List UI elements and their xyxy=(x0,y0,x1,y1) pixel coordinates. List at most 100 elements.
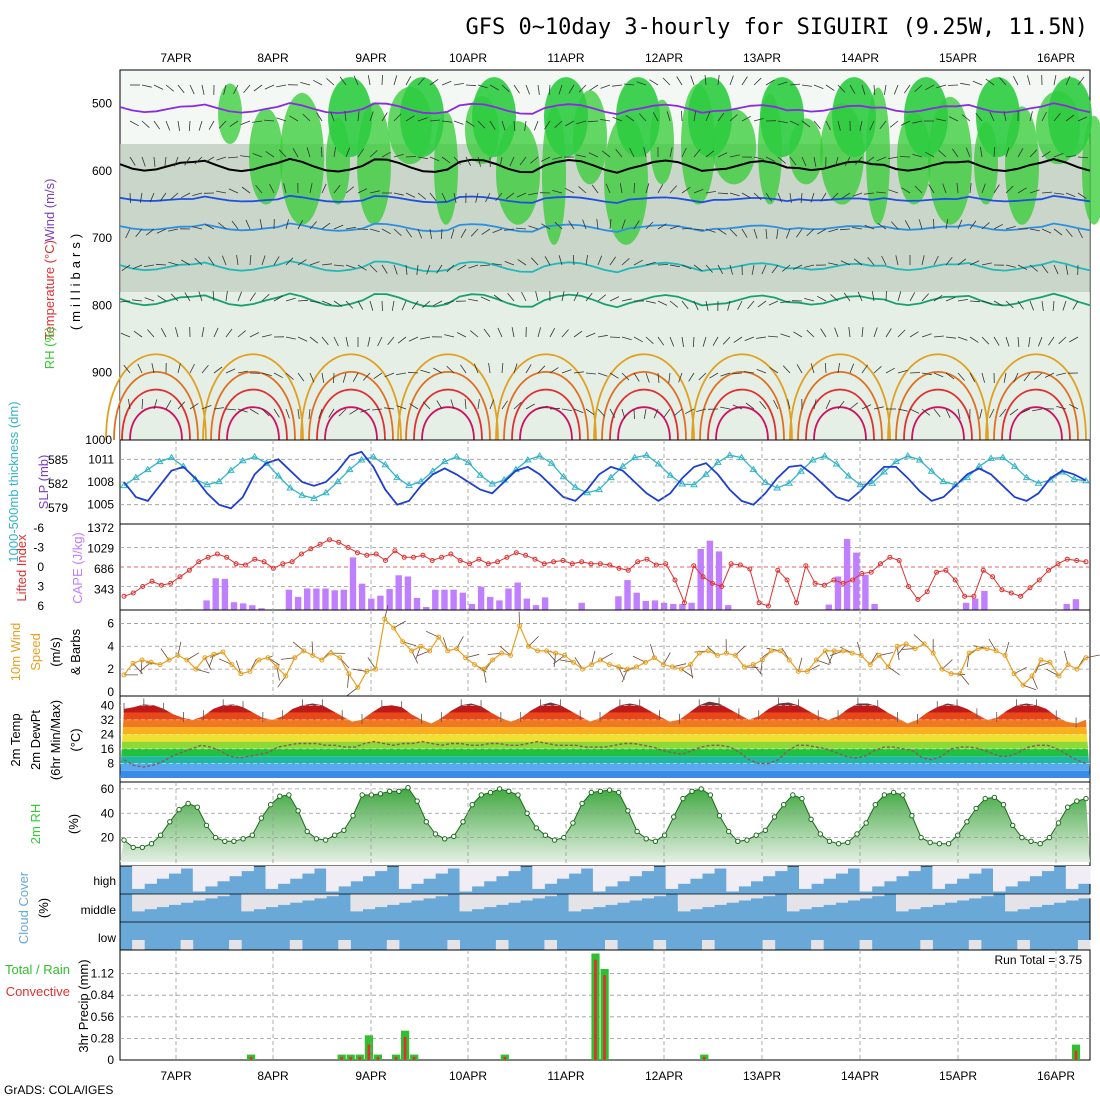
lifted-index-point xyxy=(747,566,753,572)
temp-band xyxy=(120,763,1090,771)
lifted-index-point xyxy=(214,551,220,557)
rh-point xyxy=(570,820,576,826)
wind-speed-point xyxy=(634,664,639,670)
cloud-mid-cell xyxy=(241,894,254,912)
wind-barb xyxy=(844,156,851,166)
wind-barb xyxy=(834,327,839,338)
wind-barb xyxy=(824,362,827,374)
cloud-mid-cell xyxy=(386,894,400,905)
rh-point xyxy=(982,795,988,802)
wind-barb xyxy=(1005,336,1010,347)
thickness-point xyxy=(583,488,592,496)
wind-speed-point xyxy=(553,650,559,656)
wind-speed-point xyxy=(858,652,864,658)
wind-barb xyxy=(504,228,515,231)
wind-barb xyxy=(969,300,981,303)
wind-barb xyxy=(137,363,143,374)
wind-speed-point xyxy=(696,650,702,656)
thickness-tick-label: 579 xyxy=(48,501,68,515)
wind-ylabel2: Speed xyxy=(28,633,43,671)
cloud-mid-cell xyxy=(908,894,921,910)
wind-barb xyxy=(1053,228,1063,236)
date-label-bottom: 11APR xyxy=(547,1069,584,1083)
wind-barb xyxy=(1034,372,1043,380)
thickness-point xyxy=(155,457,164,465)
cloud-mid-cell xyxy=(641,894,654,899)
cloud-mid-cell xyxy=(726,894,739,903)
wind-speed-point xyxy=(948,671,954,677)
rh-point xyxy=(991,794,998,801)
wind-barb xyxy=(369,150,378,158)
rh-point xyxy=(579,800,585,807)
lifted-index-point xyxy=(560,558,566,563)
rh-point xyxy=(781,802,787,808)
wind-barb xyxy=(918,219,923,230)
rh-saturated-patch xyxy=(1048,77,1092,158)
wind-barb xyxy=(820,328,827,338)
cloud-high-cell xyxy=(132,866,145,889)
wind-barb xyxy=(188,120,191,132)
cloud-mid-cell xyxy=(786,894,800,912)
wind-barb xyxy=(945,256,953,266)
temp-band xyxy=(120,734,1090,742)
wind-barb xyxy=(165,400,172,410)
cape-bar xyxy=(615,596,622,610)
precip-conv-bar xyxy=(403,1036,407,1060)
wind-barb xyxy=(285,297,296,302)
wind-barb xyxy=(309,261,320,266)
wind-barb xyxy=(767,335,779,338)
wind-barb xyxy=(1065,192,1076,197)
cloud-mid-cell xyxy=(423,894,436,899)
wind-barb xyxy=(649,79,659,86)
lifted-index-point xyxy=(1027,585,1033,591)
wind-barb xyxy=(501,84,510,93)
wind-barb xyxy=(504,261,515,266)
wind-barb xyxy=(756,369,767,374)
rh-high-patch xyxy=(280,92,324,225)
wind-barb xyxy=(429,78,439,86)
wind-speed-point xyxy=(571,659,576,665)
wind-barb xyxy=(753,118,764,122)
wind-barb xyxy=(236,255,239,266)
wind-barb xyxy=(643,147,647,158)
li-tick-label: 0 xyxy=(37,560,44,574)
wind-barb xyxy=(429,156,440,162)
rh-point xyxy=(249,832,256,838)
wind-barb xyxy=(153,399,158,410)
temp-ylabel3: (6hr Min/Max) xyxy=(48,700,63,780)
wind-barb xyxy=(696,408,707,412)
wind-barb xyxy=(756,336,767,339)
wind-barb xyxy=(830,192,839,201)
wind-barb xyxy=(373,372,383,380)
wind-barb xyxy=(554,120,563,129)
wind-barb xyxy=(873,327,878,338)
wind-barb xyxy=(297,372,305,382)
wind-barb xyxy=(357,188,368,194)
wind-barb xyxy=(409,403,419,410)
thickness-point xyxy=(286,484,295,491)
warm-contour xyxy=(601,371,687,441)
wind-speed-point xyxy=(184,657,190,663)
wind-barb xyxy=(544,120,551,130)
temp-ylabel4: (°C) xyxy=(68,728,83,751)
wind-barb xyxy=(261,372,272,376)
cloud-high-cell xyxy=(677,866,691,884)
wind-ylabel1: 10m Wind xyxy=(8,623,23,682)
wind-barb xyxy=(465,156,472,166)
wind-barb xyxy=(177,363,181,374)
wind-barb xyxy=(333,372,335,384)
wind-ylabel4: & Barbs xyxy=(68,628,83,675)
li-tick-label: -6 xyxy=(33,521,44,535)
wind-barb xyxy=(440,228,443,240)
wind-barb xyxy=(457,264,467,271)
wind-barb xyxy=(957,408,961,419)
precip-conv-bar xyxy=(394,1056,398,1060)
cloud-high-cell xyxy=(956,866,970,879)
rh-point xyxy=(542,832,549,838)
cloud-high-cell xyxy=(568,866,582,874)
wind-barb xyxy=(444,300,455,304)
cape-bar xyxy=(972,598,979,610)
wind-barb xyxy=(1013,372,1019,383)
warm-contour xyxy=(715,406,769,441)
